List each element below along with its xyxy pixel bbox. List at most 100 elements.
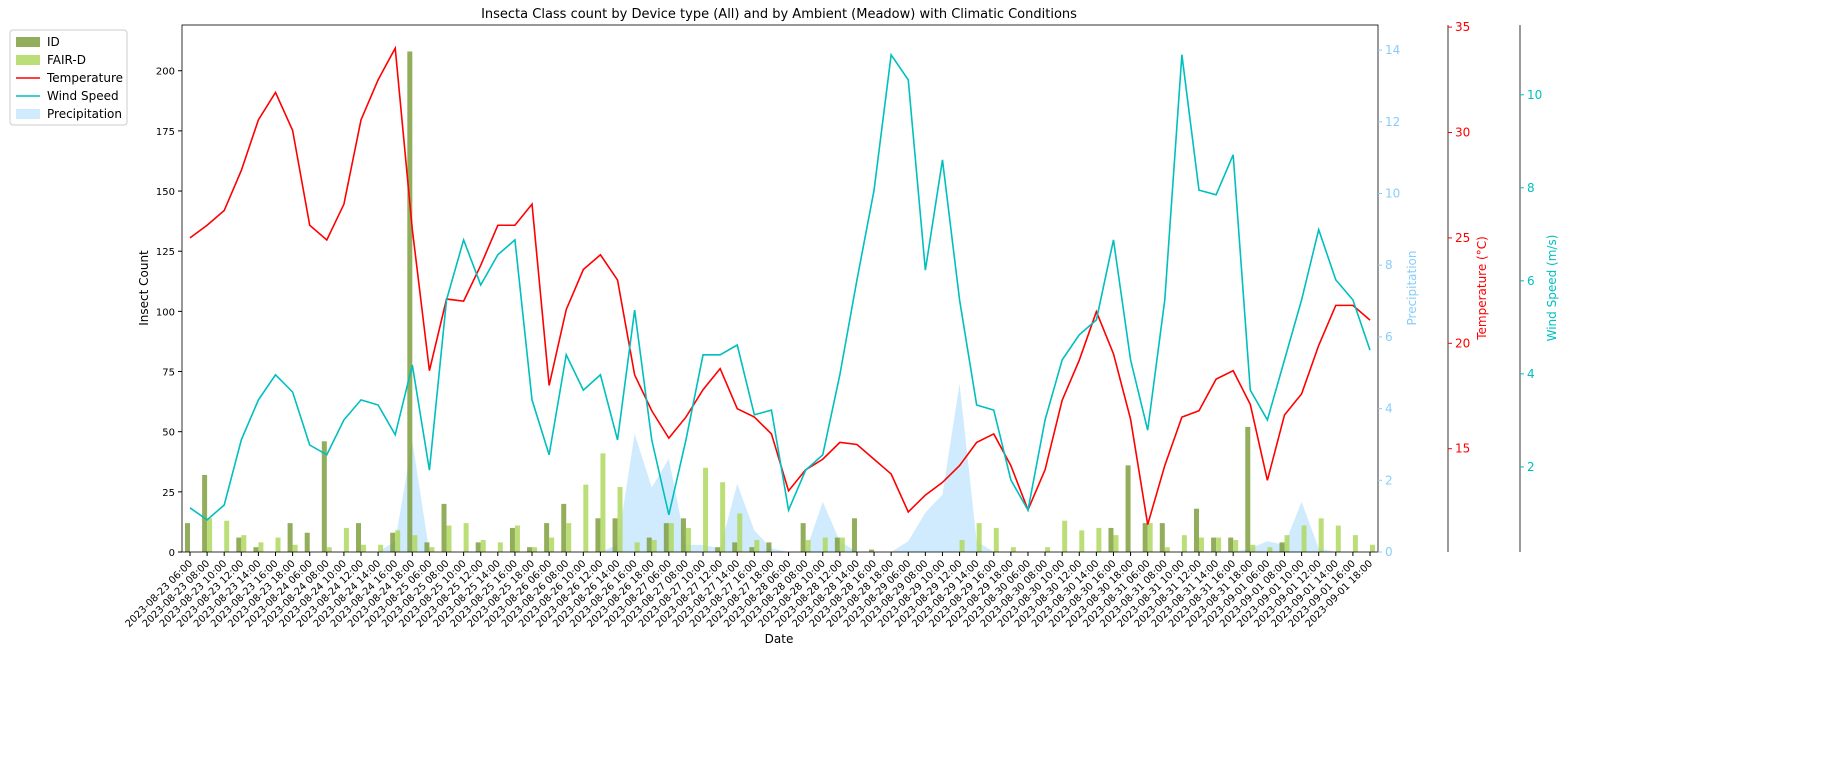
bar <box>1164 547 1170 552</box>
line <box>189 45 1371 525</box>
legend-swatch <box>16 55 40 65</box>
bar <box>1142 523 1148 552</box>
y-tick-label: 75 <box>162 368 175 379</box>
y4-axis-label: Wind Speed (m/s) <box>1545 235 1559 342</box>
chart-title: Insecta Class count by Device type (All)… <box>481 7 1077 22</box>
legend-swatch <box>16 37 40 47</box>
y2-tick-label: 2 <box>1385 473 1393 487</box>
line <box>189 52 1371 521</box>
bar <box>1125 465 1131 552</box>
bar <box>1096 527 1102 552</box>
bar <box>749 547 755 552</box>
bar <box>1062 520 1068 552</box>
bar <box>561 503 567 552</box>
bar <box>429 547 435 552</box>
bar <box>509 527 515 552</box>
bar <box>612 518 618 552</box>
bar <box>1113 535 1119 552</box>
bar <box>1301 525 1307 552</box>
y-tick-label: 150 <box>156 187 175 198</box>
legend-label: Precipitation <box>47 107 122 121</box>
y4-tick-label: 4 <box>1527 367 1535 381</box>
y2-tick-label: 10 <box>1385 186 1400 200</box>
bar <box>241 535 247 552</box>
legend-label: Temperature <box>46 71 123 85</box>
bar <box>1267 547 1273 552</box>
y3-tick-label: 30 <box>1455 126 1470 140</box>
bar <box>304 532 310 552</box>
bar <box>1335 525 1341 552</box>
bar <box>869 549 875 552</box>
y3-tick-label: 20 <box>1455 336 1470 350</box>
bar <box>361 544 367 552</box>
bar <box>680 518 686 552</box>
bar <box>258 542 264 552</box>
bar <box>805 539 811 552</box>
legend-swatch <box>16 109 40 119</box>
bar <box>1233 539 1239 552</box>
bar <box>685 527 691 552</box>
precipitation-area <box>190 383 1370 552</box>
bar <box>390 532 396 552</box>
bar <box>292 544 298 552</box>
bar <box>527 547 533 552</box>
bar <box>703 467 709 552</box>
bar <box>800 523 806 552</box>
bar <box>224 520 230 552</box>
y4-tick-label: 8 <box>1527 181 1535 195</box>
y2-tick-label: 12 <box>1385 115 1400 129</box>
y-tick-label: 200 <box>156 67 175 78</box>
bar <box>441 503 447 552</box>
bar <box>822 537 828 552</box>
bar <box>720 482 726 552</box>
y-tick-label: 0 <box>169 548 175 559</box>
bar <box>544 523 550 552</box>
y4-tick-label: 2 <box>1527 460 1535 474</box>
bar <box>1352 535 1358 552</box>
bar <box>185 523 190 552</box>
bar <box>1181 535 1187 552</box>
bar <box>475 542 481 552</box>
bar <box>424 542 430 552</box>
bar <box>1193 508 1199 552</box>
y-tick-label: 125 <box>156 247 175 258</box>
bar <box>407 51 413 553</box>
bar <box>1216 537 1222 552</box>
bar <box>321 441 327 552</box>
bar <box>839 537 845 552</box>
bar <box>549 537 555 552</box>
bar <box>617 487 623 552</box>
y3-tick-label: 35 <box>1455 20 1470 34</box>
bar <box>207 518 213 552</box>
y2-tick-label: 8 <box>1385 258 1393 272</box>
legend-label: FAIR-D <box>47 53 86 67</box>
bar <box>287 523 293 552</box>
y-axis-label: Insect Count <box>137 250 151 326</box>
bar <box>1284 535 1290 552</box>
bar <box>754 539 760 552</box>
y3-tick-label: 15 <box>1455 442 1470 456</box>
bar <box>651 539 657 552</box>
bar <box>1211 537 1217 552</box>
bar <box>326 547 332 552</box>
y2-tick-label: 6 <box>1385 330 1393 344</box>
bar <box>412 535 418 552</box>
bar <box>1279 542 1285 552</box>
bar <box>253 547 259 552</box>
bar <box>356 523 362 552</box>
bar <box>378 544 384 552</box>
legend-label: ID <box>47 35 60 49</box>
bar <box>236 537 242 552</box>
y-tick-label: 100 <box>156 307 175 318</box>
bar <box>1198 537 1204 552</box>
bar <box>715 547 721 552</box>
bar <box>1079 530 1085 552</box>
bar <box>480 539 486 552</box>
bar <box>583 484 589 552</box>
x-axis-label: Date <box>765 632 794 646</box>
y2-axis-label: Precipitation <box>1405 250 1419 325</box>
y3-axis-label: Temperature (°C) <box>1475 236 1489 341</box>
bar <box>1318 518 1324 552</box>
legend-box <box>9 29 128 126</box>
